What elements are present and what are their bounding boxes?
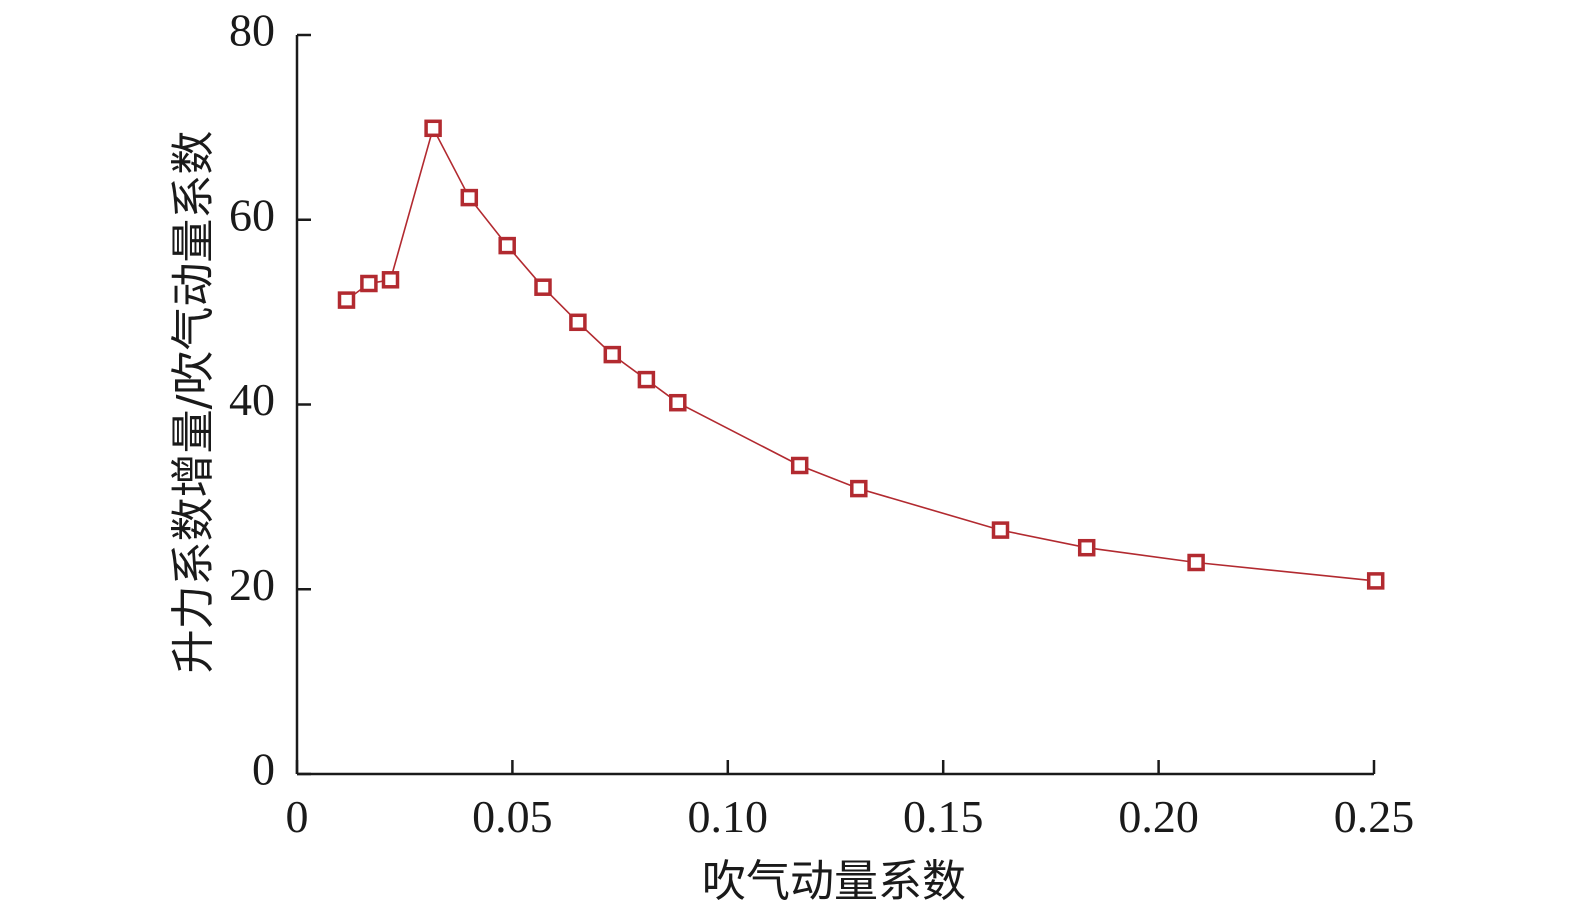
data-point-marker (460, 188, 479, 207)
data-point-marker (534, 278, 552, 296)
data-point-marker (1187, 553, 1205, 572)
x-tick-label: 0.05 (472, 791, 553, 842)
data-point-marker (669, 393, 687, 412)
data-point-marker (637, 370, 656, 389)
y-tick-label: 40 (229, 374, 275, 425)
x-axis-title: 吹气动量系数 (702, 856, 966, 907)
y-tick-label: 60 (229, 189, 275, 240)
y-tick-label: 0 (252, 744, 275, 795)
y-axis-title: 升力系数增量/吹气动量系数 (168, 131, 219, 674)
data-point-marker (569, 313, 587, 332)
data-point-marker (850, 479, 868, 498)
x-tick-label: 0.20 (1118, 791, 1199, 842)
data-point-marker (360, 274, 378, 293)
data-point-marker (1366, 572, 1385, 590)
series-line (346, 126, 1376, 582)
x-tick-label: 0 (286, 791, 309, 842)
data-point-marker (381, 271, 400, 289)
y-tick-label: 20 (229, 559, 275, 610)
data-point-marker (498, 236, 516, 255)
x-tick-label: 0.25 (1334, 791, 1415, 842)
y-tick-label: 80 (229, 5, 275, 56)
data-point-marker (337, 291, 356, 309)
data-point-marker (790, 456, 809, 475)
data-point-marker (991, 521, 1010, 539)
data-point-marker (603, 345, 622, 364)
data-point-marker (1077, 538, 1096, 557)
x-tick-label: 0.15 (903, 791, 984, 842)
data-point-marker (424, 119, 442, 138)
x-tick-label: 0.10 (688, 791, 769, 842)
